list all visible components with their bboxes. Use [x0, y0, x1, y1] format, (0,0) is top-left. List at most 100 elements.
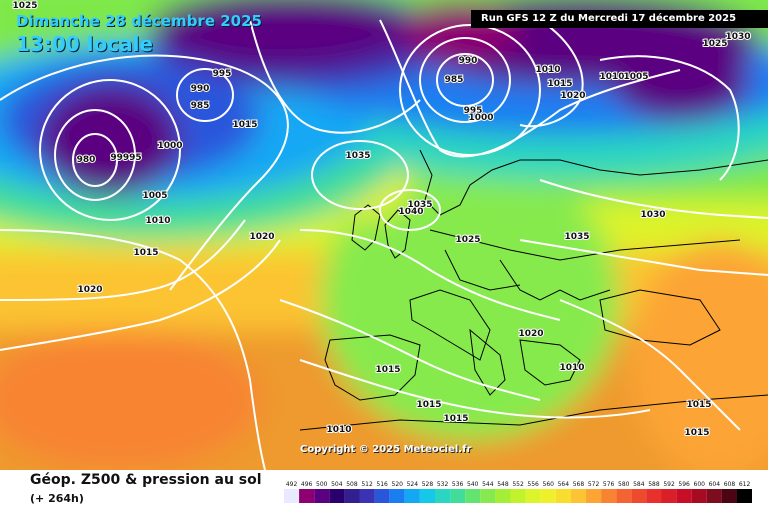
- isobar-label: 1020: [560, 91, 585, 101]
- scale-tick-label: 548: [497, 481, 509, 488]
- scale-tick-label: 600: [694, 481, 706, 488]
- isobar-label: 1035: [407, 200, 432, 210]
- isobar-label: 99995: [110, 153, 141, 163]
- isobar-label: 1005: [142, 191, 167, 201]
- z500-pressure-map: 1025 1020 995 990 985 1015 980 99995 100…: [0, 0, 768, 470]
- scale-tick-label: 492: [286, 481, 298, 488]
- scale-tick-label: 596: [678, 481, 690, 488]
- isobar-label: 1030: [640, 210, 665, 220]
- isobar-label: 1000: [157, 141, 182, 151]
- isobar-label: 1015: [375, 365, 400, 375]
- scale-tick-label: 580: [618, 481, 630, 488]
- isobar-label: 1010: [559, 363, 584, 373]
- chart-parameter-title: Géop. Z500 & pression au sol: [30, 472, 262, 488]
- scale-swatch: [737, 489, 752, 503]
- isobar-label: 1015: [443, 414, 468, 424]
- scale-tick-label: 568: [573, 481, 585, 488]
- scale-swatch: [480, 489, 496, 503]
- isobars: [0, 19, 768, 470]
- isobar-label: 1020: [77, 285, 102, 295]
- isobar-label: 995: [213, 69, 232, 79]
- coastlines: [299, 149, 768, 431]
- scale-tick-label: 556: [527, 481, 539, 488]
- scale-swatch: [676, 489, 692, 503]
- scale-swatch: [570, 489, 586, 503]
- isobar-label: 1040: [398, 207, 423, 217]
- scale-tick-label: 544: [482, 481, 494, 488]
- scale-swatch: [374, 489, 390, 503]
- isobar-label: 1020: [249, 232, 274, 242]
- geopotential-color-field: [0, 0, 768, 470]
- isobar-label: 1025: [702, 39, 727, 49]
- isobar-label: 985: [191, 101, 210, 111]
- scale-swatch: [661, 489, 677, 503]
- scale-swatch: [344, 489, 360, 503]
- scale-swatch: [299, 489, 315, 503]
- model-run-label: Run GFS 12 Z du Mercredi 17 décembre 202…: [471, 10, 768, 28]
- scale-swatch: [419, 489, 435, 503]
- scale-tick-label: 540: [467, 481, 479, 488]
- isobar-label: 1005: [623, 72, 648, 82]
- scale-swatch: [601, 489, 617, 503]
- isobar-label: 1010: [535, 65, 560, 75]
- isobar-label: 1000: [468, 113, 493, 123]
- scale-swatch: [721, 489, 737, 503]
- scale-swatch: [691, 489, 707, 503]
- scale-tick-label: 608: [724, 481, 736, 488]
- copyright-notice: Copyright © 2025 Meteociel.fr: [300, 444, 472, 455]
- scale-swatch: [359, 489, 375, 503]
- scale-swatch: [706, 489, 722, 503]
- isobar-label: 1010: [599, 72, 624, 82]
- scale-tick-label: 576: [603, 481, 615, 488]
- scale-swatch: [586, 489, 602, 503]
- isobar-label: 995: [464, 106, 483, 116]
- isobar-label: 1020: [518, 329, 543, 339]
- isobar-label: 1015: [232, 120, 257, 130]
- scale-swatch: [616, 489, 632, 503]
- scale-swatch: [555, 489, 571, 503]
- scale-swatch: [465, 489, 481, 503]
- isobar-label: 1035: [345, 151, 370, 161]
- scale-tick-label: 572: [588, 481, 600, 488]
- scale-tick-label: 520: [392, 481, 404, 488]
- scale-swatch: [450, 489, 466, 503]
- isobar-label: 990: [191, 84, 210, 94]
- scale-tick-label: 532: [437, 481, 449, 488]
- scale-tick-label: 564: [558, 481, 570, 488]
- isobar-label: 1015: [416, 400, 441, 410]
- scale-tick-label: 496: [301, 481, 313, 488]
- isobar-label: 1015: [686, 400, 711, 410]
- isobar-label: 990: [459, 56, 478, 66]
- scale-tick-label: 516: [376, 481, 388, 488]
- scale-swatch: [646, 489, 662, 503]
- isobar-label: 1030: [725, 32, 750, 42]
- scale-tick-label: 588: [648, 481, 660, 488]
- scale-tick-label: 612: [739, 481, 751, 488]
- isobar-label: 1015: [684, 428, 709, 438]
- scale-tick-label: 524: [407, 481, 419, 488]
- isobar-label: 1025: [455, 235, 480, 245]
- isobar-label: 1035: [564, 232, 589, 242]
- forecast-date-title: Dimanche 28 décembre 2025: [16, 12, 262, 30]
- isobar-label: 1015: [133, 248, 158, 258]
- scale-tick-label: 604: [709, 481, 721, 488]
- isobar-label: 980: [77, 155, 96, 165]
- scale-swatch: [631, 489, 647, 503]
- isobar-label: 985: [445, 75, 464, 85]
- scale-swatch: [314, 489, 330, 503]
- scale-swatch: [389, 489, 405, 503]
- scale-tick-label: 536: [452, 481, 464, 488]
- forecast-step: (+ 264h): [30, 492, 84, 505]
- isobar-label: 1010: [326, 425, 351, 435]
- scale-swatch: [329, 489, 345, 503]
- scale-tick-label: 504: [331, 481, 343, 488]
- scale-tick-label: 584: [633, 481, 645, 488]
- scale-tick-label: 512: [361, 481, 373, 488]
- scale-swatch: [404, 489, 420, 503]
- scale-swatch: [525, 489, 541, 503]
- scale-swatch: [435, 489, 451, 503]
- scale-tick-label: 552: [512, 481, 524, 488]
- scale-tick-label: 500: [316, 481, 328, 488]
- forecast-time-title: 13:00 locale: [16, 32, 153, 56]
